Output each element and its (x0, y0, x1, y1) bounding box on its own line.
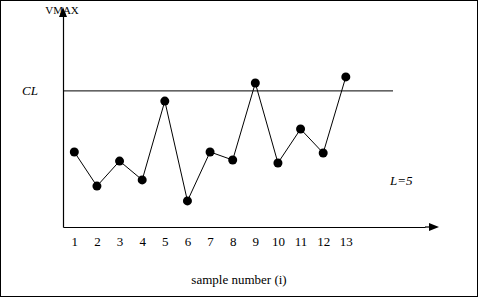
x-tick-label: 3 (117, 234, 124, 249)
x-tick-label: 7 (207, 234, 214, 249)
x-tick: 8 (230, 227, 237, 249)
x-tick-label: 5 (162, 234, 169, 249)
data-line (74, 77, 346, 201)
chart: 12345678910111213CLVMAXsample number (i)… (0, 0, 478, 297)
data-point (341, 72, 350, 81)
data-point (160, 97, 169, 106)
x-tick: 4 (139, 227, 146, 249)
data-point (319, 149, 328, 158)
x-tick: 3 (117, 227, 124, 249)
x-axis-title: sample number (i) (191, 272, 286, 287)
data-point (183, 196, 192, 205)
x-axis-line (64, 227, 426, 228)
data-point (138, 175, 147, 184)
data-point (70, 147, 79, 156)
data-point (228, 156, 237, 165)
annotation: L=5 (389, 173, 413, 188)
x-tick-label: 4 (139, 234, 146, 249)
x-tick: 2 (94, 227, 101, 249)
x-tick-label: 1 (72, 234, 79, 249)
x-tick: 9 (253, 227, 260, 249)
data-point (115, 157, 124, 166)
data-point (92, 182, 101, 191)
x-arrow (429, 223, 439, 231)
x-tick-label: 11 (295, 234, 308, 249)
x-tick-label: 9 (253, 234, 260, 249)
x-tick: 13 (340, 227, 353, 249)
x-tick: 7 (207, 227, 214, 249)
plot-area (70, 72, 351, 205)
x-tick-label: 10 (272, 234, 285, 249)
frame (1, 1, 478, 297)
data-point (296, 125, 305, 134)
x-axis: 12345678910111213 (64, 227, 426, 249)
x-tick: 5 (162, 227, 169, 249)
x-tick-label: 8 (230, 234, 237, 249)
x-tick: 10 (272, 227, 285, 249)
data-point (251, 79, 260, 88)
control-limit-label: CL (22, 83, 38, 98)
x-tick-label: 12 (317, 234, 330, 249)
x-tick: 12 (317, 227, 330, 249)
control-limit-line (63, 90, 393, 91)
x-tick: 11 (295, 227, 308, 249)
data-point (206, 147, 215, 156)
x-tick: 1 (72, 227, 79, 249)
y-axis (63, 16, 64, 228)
x-tick: 6 (185, 227, 192, 249)
x-tick-label: 2 (94, 234, 101, 249)
y-axis-title: VMAX (45, 4, 79, 16)
y-axis-line (63, 16, 64, 228)
data-point (273, 158, 282, 167)
x-tick-label: 13 (340, 234, 353, 249)
x-tick-label: 6 (185, 234, 192, 249)
